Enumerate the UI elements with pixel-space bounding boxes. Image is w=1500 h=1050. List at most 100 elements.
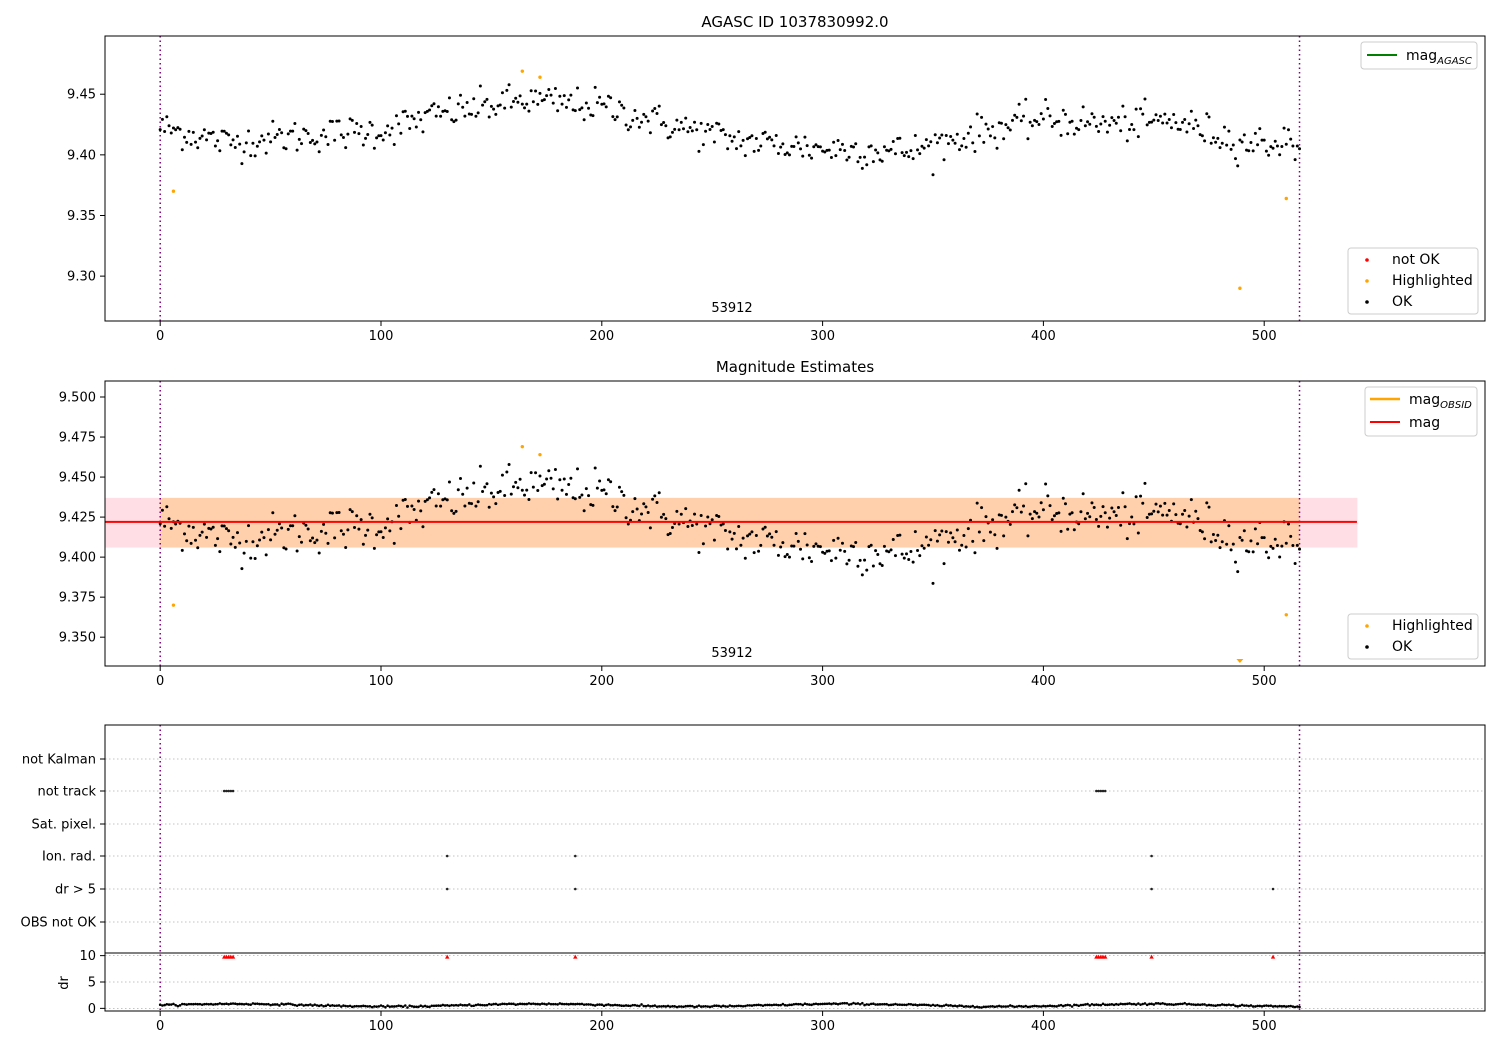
ok-point xyxy=(505,88,509,92)
ok-point xyxy=(858,558,862,562)
ok-point xyxy=(1183,508,1187,512)
ok-point xyxy=(909,149,913,153)
dr-point xyxy=(622,1004,626,1008)
dr-point xyxy=(569,1002,573,1006)
ok-point xyxy=(931,173,935,177)
dr-point xyxy=(275,1003,279,1006)
ok-point xyxy=(1267,556,1271,560)
dr-point xyxy=(344,1004,347,1008)
dr-point xyxy=(1035,1004,1039,1008)
ok-point xyxy=(900,552,904,556)
ok-point xyxy=(871,160,875,164)
dr-point xyxy=(1126,1002,1129,1006)
dr-point xyxy=(920,1003,924,1007)
ok-point xyxy=(531,485,535,489)
dr-point xyxy=(783,1003,787,1007)
dr-point xyxy=(613,1003,617,1007)
dr-points xyxy=(158,954,1301,1009)
dr-point xyxy=(587,1003,590,1006)
dr-point xyxy=(812,1002,816,1006)
dr-point xyxy=(967,1005,970,1008)
ok-point xyxy=(982,539,986,543)
ok-point xyxy=(447,480,451,484)
ok-point xyxy=(699,514,703,518)
ok-point xyxy=(1227,129,1231,133)
ok-point xyxy=(739,144,743,148)
ok-point xyxy=(1037,515,1041,519)
ok-point xyxy=(679,120,683,124)
y-tick-label: 9.30 xyxy=(67,270,96,285)
ok-point xyxy=(730,139,734,143)
ok-point xyxy=(1063,502,1067,506)
ok-point xyxy=(174,128,178,132)
dr-point xyxy=(456,1004,460,1007)
ok-point xyxy=(1050,124,1054,128)
ok-point xyxy=(1196,517,1200,521)
ok-point xyxy=(900,151,904,155)
dr-point xyxy=(216,1002,219,1006)
ok-point xyxy=(1088,122,1092,126)
ok-point xyxy=(854,540,858,544)
ok-point xyxy=(684,116,688,120)
dr-point xyxy=(626,1004,630,1008)
dr-point xyxy=(984,1005,988,1009)
dr-point xyxy=(803,1002,807,1006)
dr-point xyxy=(715,1004,718,1008)
flag-point xyxy=(574,887,577,891)
ok-point xyxy=(509,105,513,109)
dr-point xyxy=(1165,1003,1169,1006)
dr-point xyxy=(978,1006,981,1009)
dr-point xyxy=(470,1004,473,1008)
ok-point xyxy=(922,146,926,150)
ok-point xyxy=(604,492,608,496)
dr-point xyxy=(459,1003,462,1006)
ok-point xyxy=(1167,117,1171,121)
dr-point xyxy=(1137,1002,1140,1005)
ok-point xyxy=(1152,509,1156,513)
dr-point xyxy=(1042,1004,1045,1008)
ok-point xyxy=(518,477,522,481)
ok-point xyxy=(432,102,436,106)
ok-point xyxy=(611,505,615,509)
ok-point xyxy=(1139,494,1143,498)
ok-point xyxy=(584,101,588,105)
dr-point xyxy=(1183,1001,1187,1005)
ok-point xyxy=(1236,164,1240,168)
ok-point xyxy=(712,538,716,542)
ok-point xyxy=(262,138,266,142)
dr-point xyxy=(673,1005,676,1008)
dr-point xyxy=(874,1003,877,1006)
ok-point xyxy=(1008,128,1012,132)
ok-point xyxy=(498,489,502,493)
dr-point xyxy=(947,1004,950,1007)
dr-point xyxy=(649,1004,652,1008)
dr-point xyxy=(600,1003,604,1007)
ok-point xyxy=(587,106,591,110)
dr-point xyxy=(463,1003,467,1007)
dr-point xyxy=(483,1004,487,1007)
ok-point xyxy=(840,142,844,146)
ok-point xyxy=(951,536,955,540)
ok-point xyxy=(949,531,953,535)
dr-point xyxy=(560,1002,564,1006)
dr-point xyxy=(593,1004,597,1007)
dr-point xyxy=(1181,1002,1184,1006)
ok-point xyxy=(995,546,999,550)
ok-point xyxy=(799,147,803,151)
dr-point xyxy=(779,1003,782,1007)
dr-point xyxy=(322,1004,325,1008)
ok-point xyxy=(893,152,897,156)
dr-point xyxy=(1216,1003,1220,1007)
ok-point xyxy=(333,536,337,540)
dr-point xyxy=(980,1006,983,1009)
ok-point xyxy=(1158,114,1162,118)
ok-point xyxy=(224,527,228,531)
dr-point xyxy=(940,1004,944,1008)
dr-point xyxy=(1017,1004,1021,1008)
ok-point xyxy=(244,539,248,543)
dr-point xyxy=(1086,1002,1089,1006)
ok-point xyxy=(865,568,869,572)
dr-point xyxy=(900,1003,904,1007)
ok-point xyxy=(973,150,977,154)
ok-point xyxy=(1174,513,1178,517)
